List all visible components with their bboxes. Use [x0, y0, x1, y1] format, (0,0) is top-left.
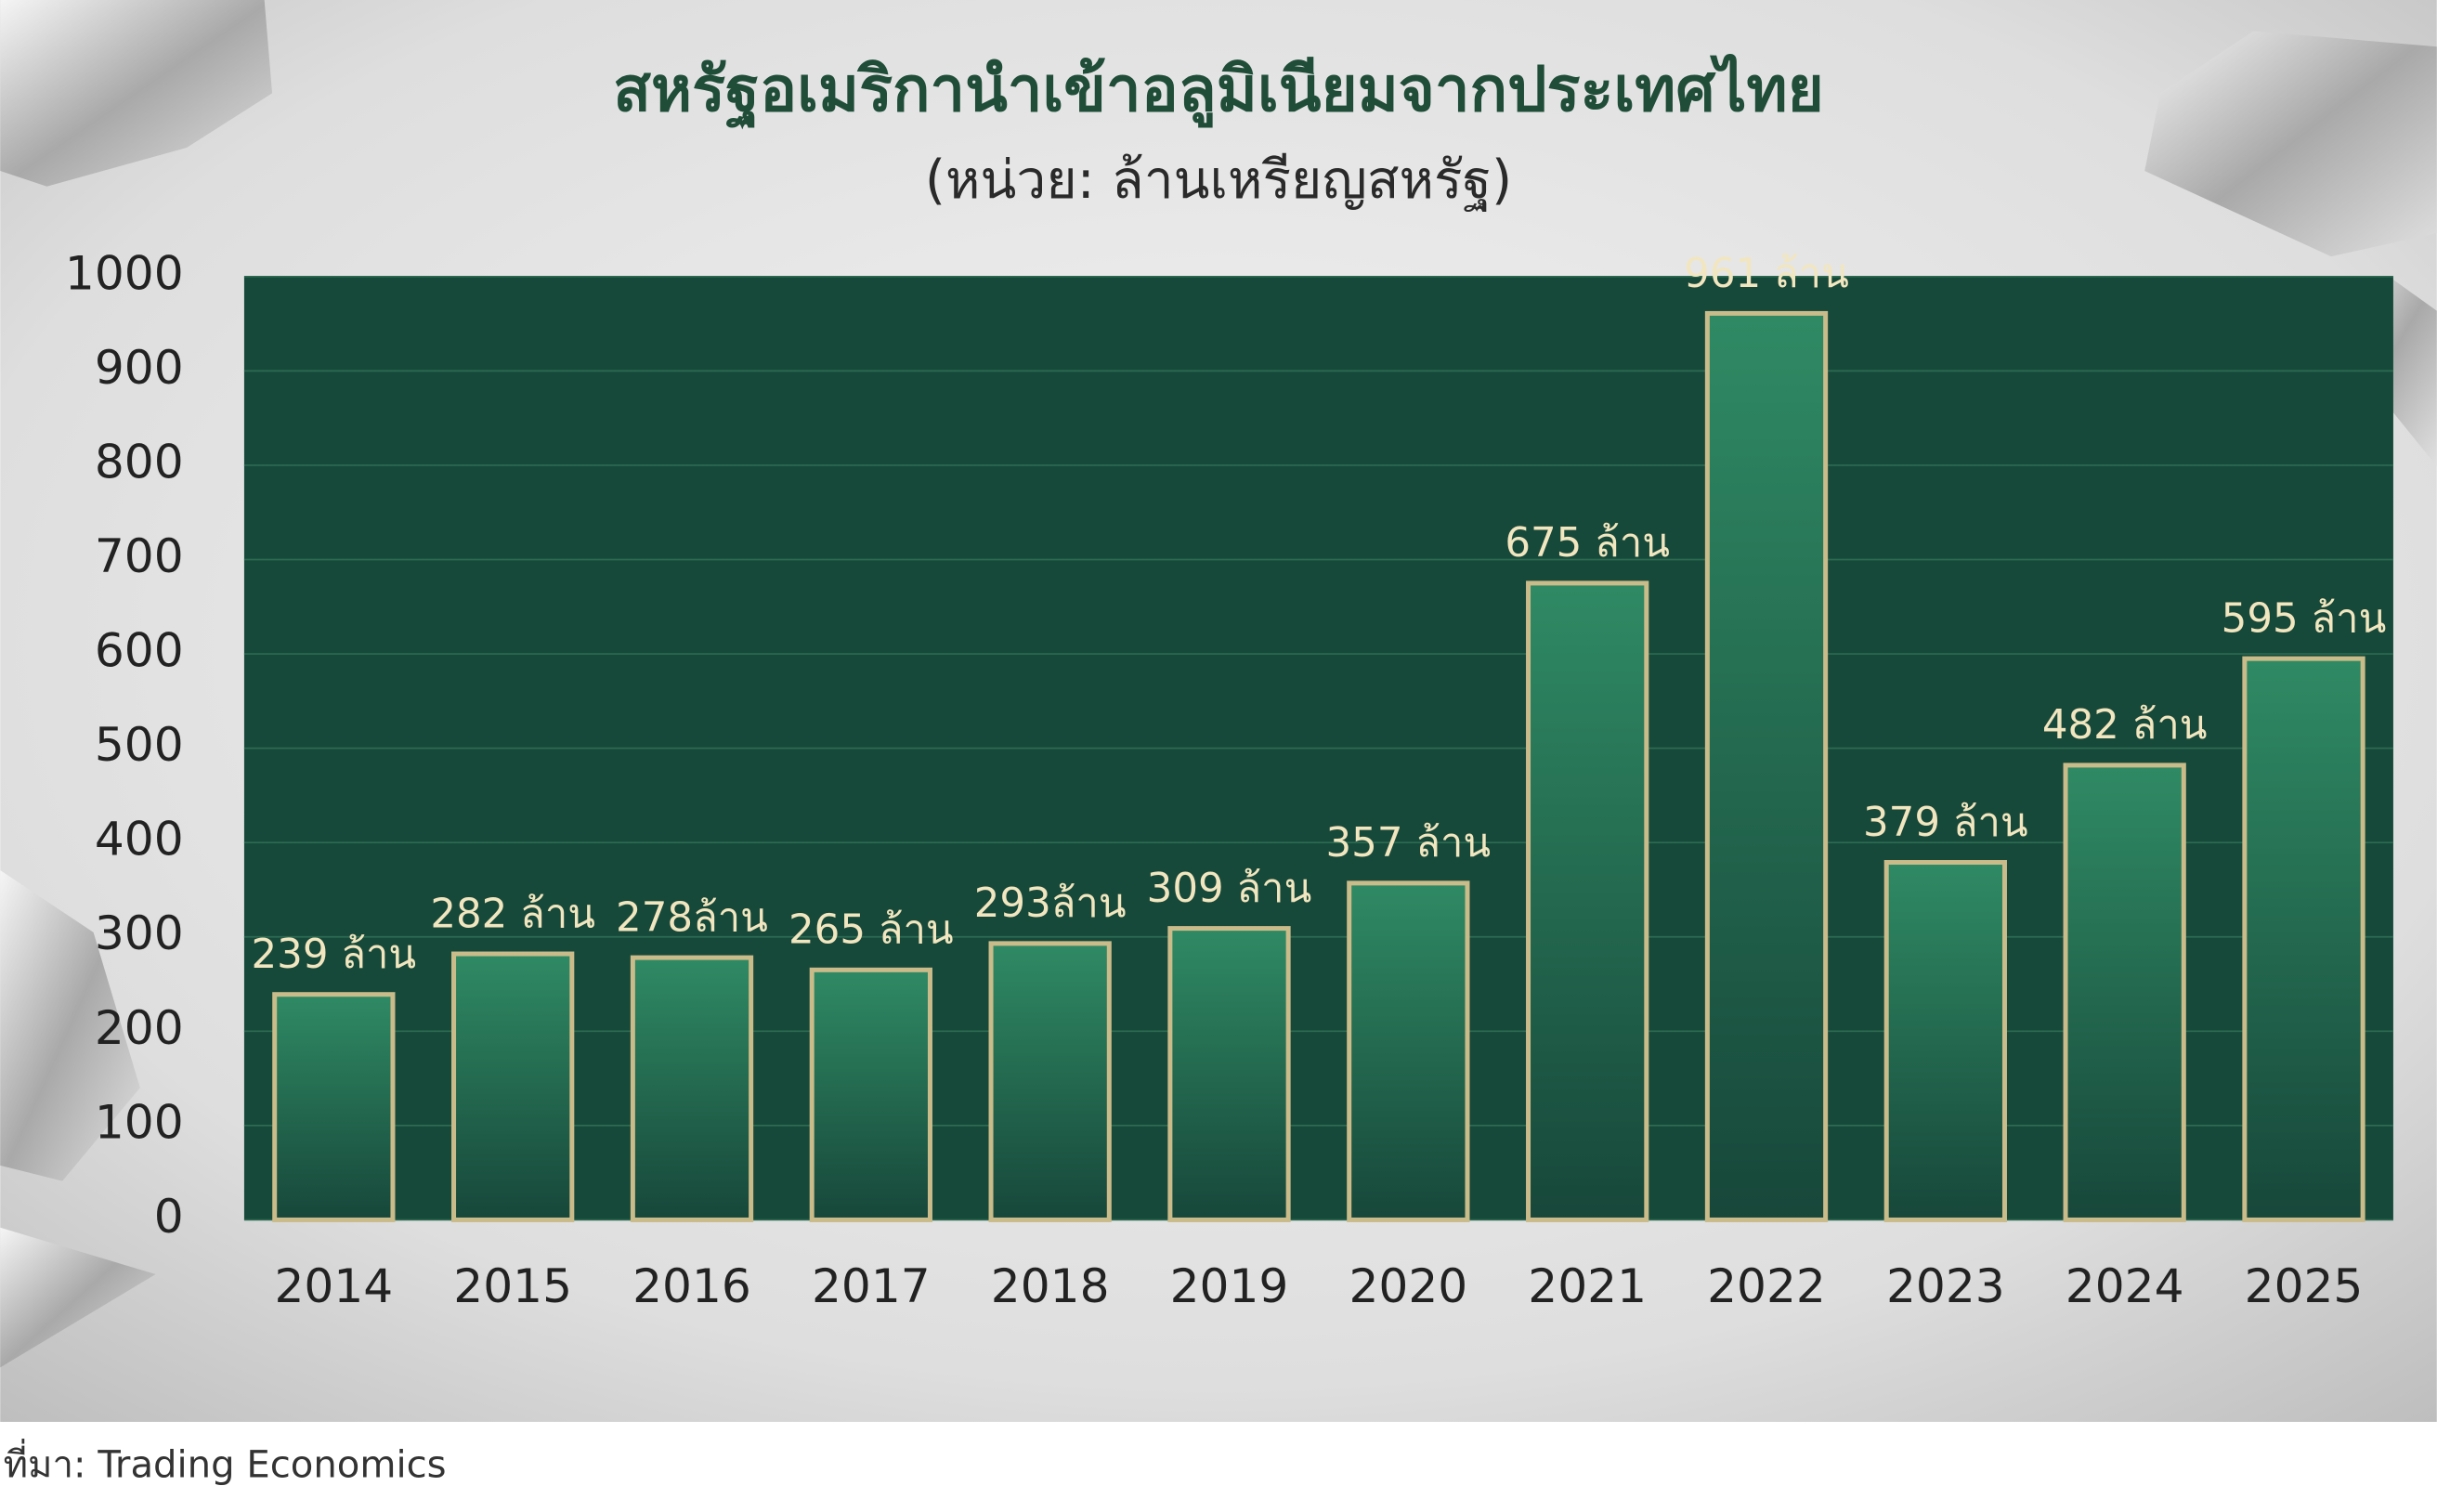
x-tick-label: 2022: [1707, 1258, 1826, 1313]
value-label: 675 ล้าน: [1505, 520, 1670, 567]
y-tick-label: 0: [154, 1189, 184, 1244]
x-tick-label: 2019: [1170, 1258, 1289, 1313]
value-label: 309 ล้าน: [1147, 866, 1312, 912]
x-tick-label: 2020: [1349, 1258, 1467, 1313]
bar: [2242, 656, 2365, 1222]
x-tick-label: 2021: [1528, 1258, 1647, 1313]
decoration: [0, 0, 2437, 1368]
bar: [809, 967, 932, 1222]
chart-subtitle: (หน่วย: ล้านเหรียญสหรัฐ): [925, 150, 1512, 212]
value-label: 595 ล้าน: [2222, 595, 2387, 642]
y-tick-label: 500: [95, 717, 184, 772]
value-label: 239 ล้าน: [251, 932, 416, 978]
x-tick-label: 2015: [453, 1258, 572, 1313]
y-tick-label: 1000: [65, 245, 184, 300]
x-tick-label: 2025: [2245, 1258, 2364, 1313]
y-tick-label: 900: [95, 340, 184, 395]
chart-title: สหรัฐอเมริกานำเข้าอลูมิเนียมจากประเทศไทย: [613, 53, 1824, 129]
x-tick-label: 2018: [991, 1258, 1110, 1313]
bar: [988, 941, 1112, 1222]
y-tick-label: 400: [95, 812, 184, 867]
value-label: 961 ล้าน: [1684, 251, 1849, 297]
y-tick-label: 200: [95, 1000, 184, 1055]
value-label: 293ล้าน: [974, 880, 1127, 927]
x-tick-label: 2024: [2066, 1258, 2184, 1313]
x-tick-label: 2017: [812, 1258, 931, 1313]
bar: [272, 992, 396, 1222]
y-tick-label: 600: [95, 623, 184, 678]
y-tick-label: 300: [95, 906, 184, 960]
value-label: 482 ล้าน: [2042, 702, 2208, 749]
bar: [1167, 926, 1291, 1222]
source-note: ที่มา: Trading Economics: [4, 1438, 447, 1486]
bar: [1704, 310, 1829, 1222]
bar: [1883, 860, 2007, 1222]
value-label: 282 ล้าน: [430, 891, 595, 937]
x-tick-label: 2014: [274, 1258, 393, 1313]
value-label: 278ล้าน: [616, 894, 768, 941]
bar: [1347, 880, 1470, 1222]
value-label: 265 ล้าน: [788, 907, 954, 954]
bar: [2063, 763, 2186, 1222]
bar: [630, 955, 754, 1222]
y-tick-label: 800: [95, 434, 184, 489]
value-label: 379 ล้าน: [1863, 800, 2028, 846]
y-tick-label: 700: [95, 528, 184, 583]
x-tick-label: 2016: [632, 1258, 751, 1313]
y-tick-label: 100: [95, 1094, 184, 1149]
bar: [1526, 580, 1649, 1222]
x-tick-label: 2023: [1886, 1258, 2005, 1313]
value-label: 357 ล้าน: [1325, 820, 1491, 867]
bar: [451, 951, 575, 1222]
